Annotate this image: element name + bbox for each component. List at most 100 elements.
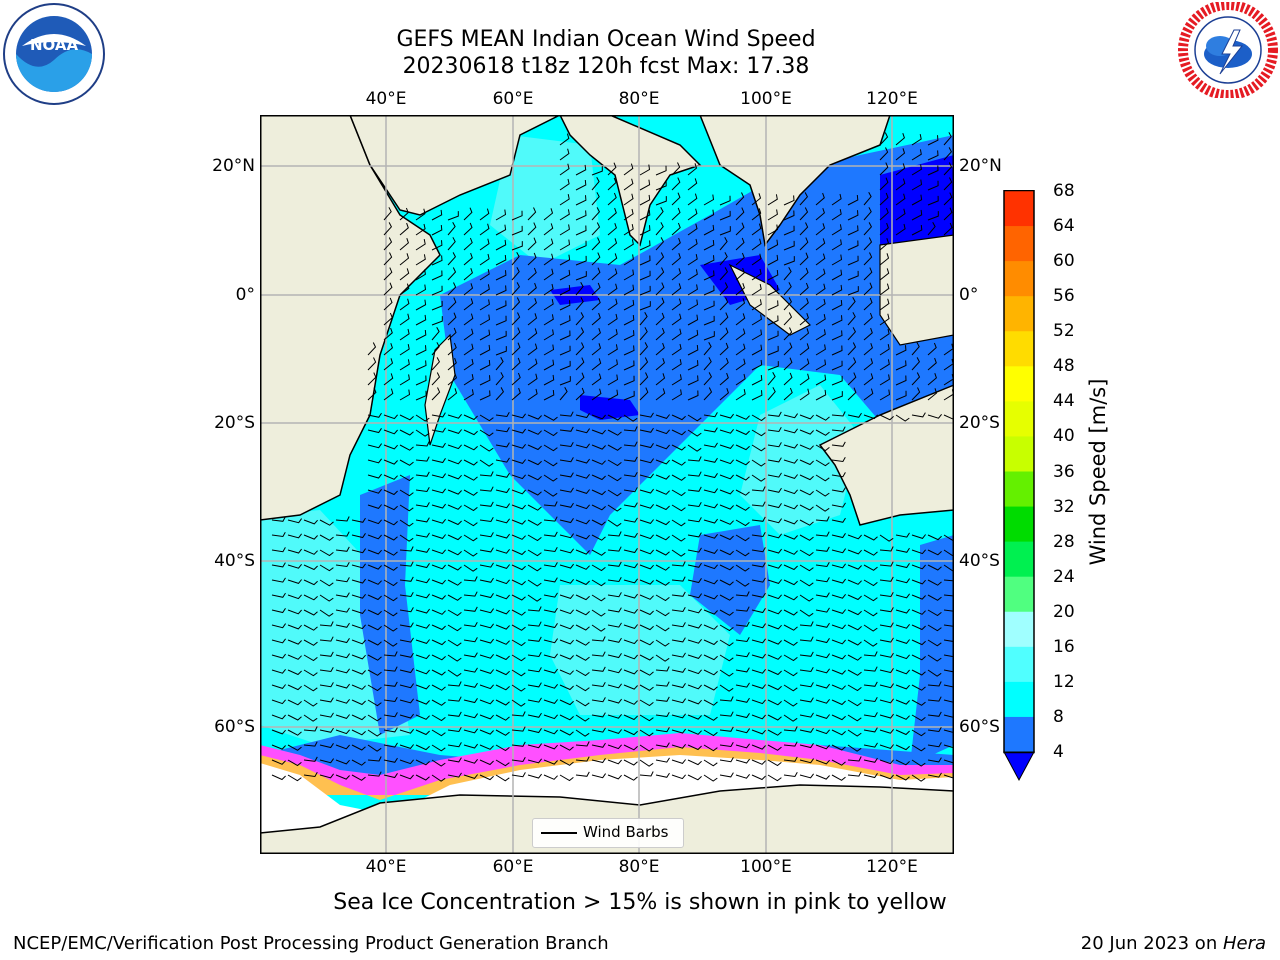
wind-barb [703,473,718,479]
wind-barb [511,684,526,692]
wind-barb [687,208,698,221]
wind-barb [767,729,782,736]
wind-barb [543,414,558,421]
wind-barb [735,621,750,627]
wind-barb [831,254,843,266]
wind-barb [719,459,734,465]
wind-barb [831,239,842,251]
wind-barb [799,743,814,749]
wind-barb [799,773,814,779]
wind-barb [303,624,318,631]
colorbar-segment [1004,681,1034,718]
wind-barb [735,489,750,496]
wind-barb [591,742,606,748]
wind-barb [447,726,462,733]
wind-barb [911,534,926,539]
wind-barb [895,360,907,371]
colorbar-segment [1004,716,1034,753]
wind-barb [495,774,510,782]
wind-barb [479,532,494,538]
wind-barb [815,561,830,568]
wind-barb [495,488,510,494]
wind-barb [607,268,618,281]
wind-barb [895,714,910,720]
wind-barb [639,357,649,371]
wind-barb [639,579,654,585]
wind-barb [847,210,859,221]
wind-barb [703,209,715,221]
wind-barb [399,519,414,527]
wind-barb [751,314,762,326]
wind-barb [351,593,366,599]
wind-barb [719,579,734,586]
wind-barb [447,757,462,763]
wind-barb [559,744,574,751]
wind-barb [767,714,782,721]
wind-barb [815,429,830,436]
colorbar-tick: 56 [1053,286,1075,307]
wind-barb [799,636,814,642]
wind-barb [415,471,430,477]
wind-barb [271,714,286,720]
wind-barb [943,639,954,643]
wind-barb [335,714,350,719]
wind-barb [879,774,894,780]
wind-barb [559,624,574,630]
wind-barb [399,504,414,512]
wind-barb [495,684,510,691]
colorbar-segment [1004,436,1034,472]
wind-barb [799,727,814,733]
wind-barb [495,744,510,752]
wind-barb [351,774,366,781]
wind-barb [319,564,334,572]
wind-barb [543,223,554,236]
wind-barb [799,697,814,703]
wind-barb [703,341,712,356]
wind-barb [559,330,571,341]
wind-barb [783,669,798,677]
wind-barb [687,638,702,644]
legend-label: Wind Barbs [583,823,669,841]
wind-barb [415,744,430,751]
colorbar-tick: 64 [1053,216,1075,237]
wind-barb [655,757,670,763]
wind-barb [911,594,926,600]
colorbar-tick: 4 [1053,742,1064,762]
wind-barb [479,359,491,371]
wind-barb [559,239,571,251]
wind-barb [447,221,456,236]
lat-tick-right-0: 0° [959,285,979,305]
wind-barb [591,681,606,688]
wind-barb [511,312,521,326]
wind-barb [415,623,430,629]
wind-barb [687,299,699,311]
wind-barb [399,389,411,401]
wind-barb [447,609,462,617]
wind-barb [799,682,814,688]
wind-barb [591,666,606,672]
wind-barb [735,606,750,612]
wind-barb [703,669,718,676]
land-indonesia-east [879,234,954,346]
wind-barb [751,223,762,236]
wind-barb [799,579,814,587]
wind-barb [671,683,686,689]
wind-barb [655,206,664,221]
chart-subtitle: 20230618 t18z 120h fcst Max: 17.38 [402,54,810,79]
wind-barb [415,729,430,736]
wind-barb [863,666,878,672]
wind-barb [895,669,910,675]
wind-barb [303,594,318,601]
wind-barb [623,456,638,462]
wind-barb [767,387,776,401]
wind-barb [351,669,366,675]
wind-barb [783,504,798,510]
wind-barb [879,162,889,176]
wind-barb [367,594,382,601]
wind-barb [927,711,942,717]
wind-barb [655,711,670,718]
wind-barb [639,179,651,191]
colorbar-segment [1004,226,1034,262]
wind-barb [655,282,665,296]
wind-barb [367,771,382,777]
